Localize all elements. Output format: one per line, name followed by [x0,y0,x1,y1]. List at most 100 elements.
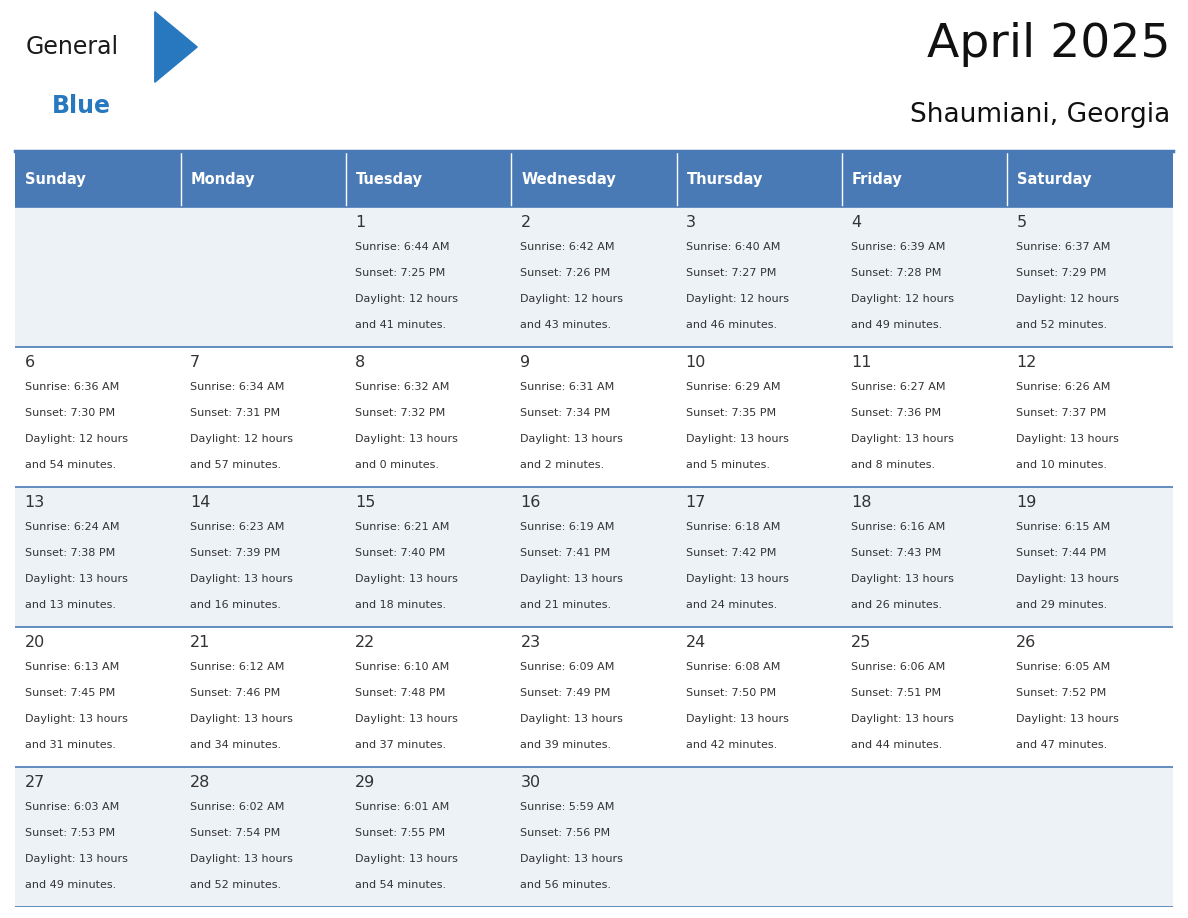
Text: 25: 25 [851,635,871,650]
Bar [842,487,1007,627]
Bar [842,151,1007,207]
Text: Sunrise: 6:05 AM: Sunrise: 6:05 AM [1017,662,1111,672]
Text: Sunset: 7:28 PM: Sunset: 7:28 PM [851,268,941,278]
Text: Sunset: 7:36 PM: Sunset: 7:36 PM [851,409,941,419]
Text: Daylight: 12 hours: Daylight: 12 hours [25,434,127,444]
Bar [181,151,346,207]
Text: Friday: Friday [852,172,903,187]
Text: 3: 3 [685,215,696,230]
Text: Daylight: 13 hours: Daylight: 13 hours [685,714,789,724]
Bar [346,487,511,627]
Text: 6: 6 [25,355,34,370]
Text: Sunrise: 6:16 AM: Sunrise: 6:16 AM [851,522,946,532]
Text: and 24 minutes.: and 24 minutes. [685,599,777,610]
Text: Sunrise: 6:09 AM: Sunrise: 6:09 AM [520,662,615,672]
Text: Sunset: 7:31 PM: Sunset: 7:31 PM [190,409,280,419]
Text: and 52 minutes.: and 52 minutes. [1017,320,1107,330]
Text: Shaumiani, Georgia: Shaumiani, Georgia [910,102,1170,128]
Text: Sunrise: 6:01 AM: Sunrise: 6:01 AM [355,802,449,812]
Text: and 37 minutes.: and 37 minutes. [355,740,447,750]
Text: Sunset: 7:54 PM: Sunset: 7:54 PM [190,828,280,838]
Text: 20: 20 [25,635,45,650]
Text: 17: 17 [685,495,706,509]
Bar [15,487,181,627]
Text: and 41 minutes.: and 41 minutes. [355,320,447,330]
Bar [677,627,842,767]
Text: Sunset: 7:32 PM: Sunset: 7:32 PM [355,409,446,419]
Text: and 49 minutes.: and 49 minutes. [25,879,115,890]
Text: and 52 minutes.: and 52 minutes. [190,879,282,890]
Bar [842,767,1007,907]
Text: Blue: Blue [52,94,110,118]
Text: Daylight: 13 hours: Daylight: 13 hours [355,714,459,724]
Bar [15,347,181,487]
Text: Sunset: 7:26 PM: Sunset: 7:26 PM [520,268,611,278]
Text: 23: 23 [520,635,541,650]
Text: 19: 19 [1017,495,1037,509]
Text: 26: 26 [1017,635,1037,650]
Text: Daylight: 13 hours: Daylight: 13 hours [851,434,954,444]
Text: Sunset: 7:52 PM: Sunset: 7:52 PM [1017,688,1106,698]
Text: 15: 15 [355,495,375,509]
Text: Sunrise: 6:21 AM: Sunrise: 6:21 AM [355,522,449,532]
Text: Daylight: 12 hours: Daylight: 12 hours [851,294,954,304]
Text: 18: 18 [851,495,872,509]
Text: Sunrise: 6:06 AM: Sunrise: 6:06 AM [851,662,946,672]
Text: and 39 minutes.: and 39 minutes. [520,740,612,750]
Text: Tuesday: Tuesday [356,172,423,187]
Text: 29: 29 [355,775,375,789]
Text: and 42 minutes.: and 42 minutes. [685,740,777,750]
Text: Daylight: 12 hours: Daylight: 12 hours [355,294,459,304]
Text: 11: 11 [851,355,872,370]
Text: Sunset: 7:42 PM: Sunset: 7:42 PM [685,548,776,558]
Text: and 18 minutes.: and 18 minutes. [355,599,447,610]
Text: 28: 28 [190,775,210,789]
Text: Sunrise: 6:31 AM: Sunrise: 6:31 AM [520,382,614,392]
Bar [842,627,1007,767]
Text: Sunset: 7:45 PM: Sunset: 7:45 PM [25,688,115,698]
Text: Sunset: 7:55 PM: Sunset: 7:55 PM [355,828,446,838]
Bar [346,151,511,207]
Text: Sunset: 7:51 PM: Sunset: 7:51 PM [851,688,941,698]
Text: Sunrise: 6:32 AM: Sunrise: 6:32 AM [355,382,449,392]
Text: Daylight: 13 hours: Daylight: 13 hours [851,574,954,584]
Bar [511,767,677,907]
Text: Sunrise: 6:18 AM: Sunrise: 6:18 AM [685,522,781,532]
Bar [511,207,677,347]
Bar [15,767,181,907]
Text: Daylight: 13 hours: Daylight: 13 hours [851,714,954,724]
Bar [181,207,346,347]
Bar [677,151,842,207]
Text: Sunset: 7:46 PM: Sunset: 7:46 PM [190,688,280,698]
Text: Sunset: 7:43 PM: Sunset: 7:43 PM [851,548,941,558]
Text: Sunset: 7:40 PM: Sunset: 7:40 PM [355,548,446,558]
Text: Sunset: 7:41 PM: Sunset: 7:41 PM [520,548,611,558]
Text: Sunrise: 6:42 AM: Sunrise: 6:42 AM [520,242,615,252]
Text: 10: 10 [685,355,706,370]
Text: Sunrise: 6:02 AM: Sunrise: 6:02 AM [190,802,284,812]
Text: Sunset: 7:37 PM: Sunset: 7:37 PM [1017,409,1106,419]
Text: Daylight: 12 hours: Daylight: 12 hours [685,294,789,304]
Text: Sunrise: 6:39 AM: Sunrise: 6:39 AM [851,242,946,252]
Text: Sunrise: 6:34 AM: Sunrise: 6:34 AM [190,382,284,392]
Text: Sunset: 7:53 PM: Sunset: 7:53 PM [25,828,115,838]
Text: and 13 minutes.: and 13 minutes. [25,599,115,610]
Text: Daylight: 12 hours: Daylight: 12 hours [520,294,624,304]
Text: Daylight: 13 hours: Daylight: 13 hours [520,574,624,584]
Text: General: General [26,35,119,59]
Text: and 21 minutes.: and 21 minutes. [520,599,612,610]
Text: Daylight: 13 hours: Daylight: 13 hours [1017,434,1119,444]
Text: Sunrise: 6:40 AM: Sunrise: 6:40 AM [685,242,781,252]
Text: Wednesday: Wednesday [522,172,617,187]
Bar [181,487,346,627]
Text: Sunrise: 6:15 AM: Sunrise: 6:15 AM [1017,522,1111,532]
Text: Sunset: 7:38 PM: Sunset: 7:38 PM [25,548,115,558]
Text: April 2025: April 2025 [927,21,1170,67]
Text: Sunset: 7:56 PM: Sunset: 7:56 PM [520,828,611,838]
Bar [346,767,511,907]
Text: Sunrise: 6:29 AM: Sunrise: 6:29 AM [685,382,781,392]
Bar [15,151,181,207]
Text: Sunset: 7:27 PM: Sunset: 7:27 PM [685,268,776,278]
Text: 7: 7 [190,355,200,370]
Text: Sunset: 7:30 PM: Sunset: 7:30 PM [25,409,115,419]
